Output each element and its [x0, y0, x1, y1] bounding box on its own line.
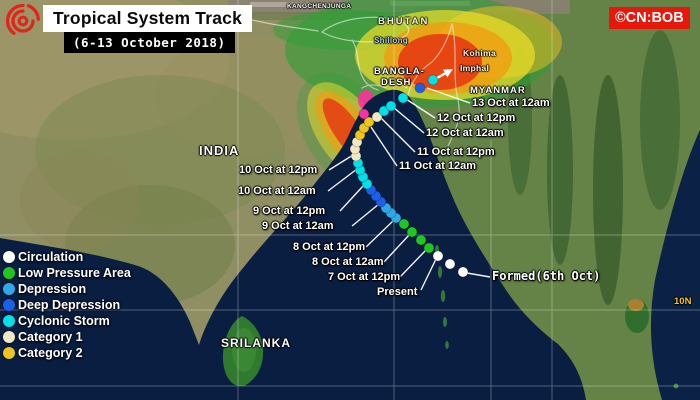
legend-label: Cyclonic Storm [18, 314, 110, 328]
legend-item-cyclonic-storm: Cyclonic Storm [3, 313, 131, 329]
map-label-kangchenjunga: KANGCHENJUNGA [287, 3, 352, 10]
legend: Circulation Low Pressure Area Depression De… [3, 249, 131, 361]
track-label-7-oct-at-12pm: 7 Oct at 12pm [328, 271, 401, 283]
track-point-low-pressure-area [415, 234, 427, 246]
watermark-badge: ©CN:BOB [609, 7, 690, 29]
track-point-circulation [432, 250, 444, 262]
callout-line [365, 219, 395, 248]
callout-line [466, 272, 491, 278]
track-point-cyclonic-storm [397, 92, 409, 104]
legend-label: Depression [18, 282, 87, 296]
track-label-12-oct-at-12pm: 12 Oct at 12pm [437, 112, 516, 124]
forecast-arrow [436, 69, 453, 80]
track-point-low-pressure-area [398, 218, 410, 230]
legend-swatch-cyclonic-storm [3, 315, 15, 327]
callout-line [339, 184, 365, 212]
track-label-10-oct-at-12am: 10 Oct at 12am [238, 185, 316, 197]
track-label-10-oct-at-12pm: 10 Oct at 12pm [239, 164, 318, 176]
map-label-srilanka: SRILANKA [221, 336, 291, 350]
legend-item-category-2: Category 2 [3, 345, 131, 361]
sea [0, 89, 700, 400]
map-label-imphal: Imphal [460, 63, 490, 73]
track-point-low-pressure-area [423, 242, 435, 254]
legend-item-low-pressure-area: Low Pressure Area [3, 265, 131, 281]
track-label-formed-6th-oct-: Formed(6th Oct) [492, 269, 601, 283]
map-label-myanmar: MYANMAR [470, 85, 526, 96]
track-point-cyclonic-storm [378, 105, 390, 117]
legend-swatch-depression [3, 283, 15, 295]
callout-line [351, 203, 380, 227]
legend-item-circulation: Circulation [3, 249, 131, 265]
track-label-12-oct-at-12am: 12 Oct at 12am [426, 127, 504, 139]
callout-line [399, 249, 427, 278]
legend-label: Deep Depression [18, 298, 121, 312]
islands [222, 245, 679, 389]
legend-swatch-category-1 [3, 331, 15, 343]
legend-item-category-1: Category 1 [3, 329, 131, 345]
track-label-13-oct-at-12am: 13 Oct at 12am [472, 97, 550, 109]
track-label-8-oct-at-12pm: 8 Oct at 12pm [293, 241, 366, 253]
track-point-cyclonic-storm [385, 100, 397, 112]
map-label-bangla-: BANGLA- [374, 66, 425, 77]
track-points [349, 74, 469, 278]
track-label-11-oct-at-12am: 11 Oct at 12am [399, 160, 477, 172]
callout-line [420, 258, 437, 291]
page-title: Tropical System Track [43, 5, 253, 32]
legend-item-depression: Depression [3, 281, 131, 297]
track-point-low-pressure-area [406, 226, 418, 238]
callout-line [328, 154, 354, 171]
map-label-bhutan: BHUTAN [378, 16, 430, 27]
southeast-islands [625, 299, 679, 389]
map-label-india: INDIA [199, 143, 240, 158]
legend-item-deep-depression: Deep Depression [3, 297, 131, 313]
callout-line [392, 106, 425, 134]
legend-swatch-category-2 [3, 347, 15, 359]
track-label-11-oct-at-12pm: 11 Oct at 12pm [417, 146, 495, 158]
callout-line [405, 98, 436, 119]
callout-line [379, 116, 416, 153]
track-point-peak [358, 108, 370, 120]
date-range-subtitle: (6-13 October 2018) [64, 32, 235, 53]
callout-line [426, 87, 471, 104]
map-label-10n: 10N [674, 296, 692, 307]
legend-label: Low Pressure Area [18, 266, 131, 280]
legend-label: Circulation [18, 250, 84, 264]
map-label-kohima: Kohima [463, 48, 496, 58]
legend-swatch-deep-depression [3, 299, 15, 311]
track-point-deep-depression [414, 82, 426, 94]
track-point-cyclonic-storm [427, 74, 439, 86]
map-label-shillong: Shillong [374, 36, 408, 45]
track-label-present: Present [377, 286, 418, 298]
rainfall-overlay [273, 0, 562, 192]
track-label-9-oct-at-12pm: 9 Oct at 12pm [253, 205, 326, 217]
track-label-9-oct-at-12am: 9 Oct at 12am [262, 220, 334, 232]
arrow-head [442, 69, 453, 78]
track-point-category-2 [363, 116, 375, 128]
map-label-desh: DESH [381, 77, 412, 88]
callout-line [327, 168, 358, 192]
cyclone-icon [5, 3, 40, 35]
track-label-8-oct-at-12am: 8 Oct at 12am [312, 256, 384, 268]
legend-label: Category 2 [18, 346, 83, 360]
track-point-circulation [444, 258, 456, 270]
track-point-category-1 [371, 111, 383, 123]
legend-label: Category 1 [18, 330, 83, 344]
callout-line [383, 233, 411, 263]
callout-lines [327, 87, 491, 291]
legend-swatch-circulation [3, 251, 15, 263]
callout-line [370, 126, 398, 167]
track-point-circulation [457, 266, 469, 278]
legend-swatch-low-pressure-area [3, 267, 15, 279]
